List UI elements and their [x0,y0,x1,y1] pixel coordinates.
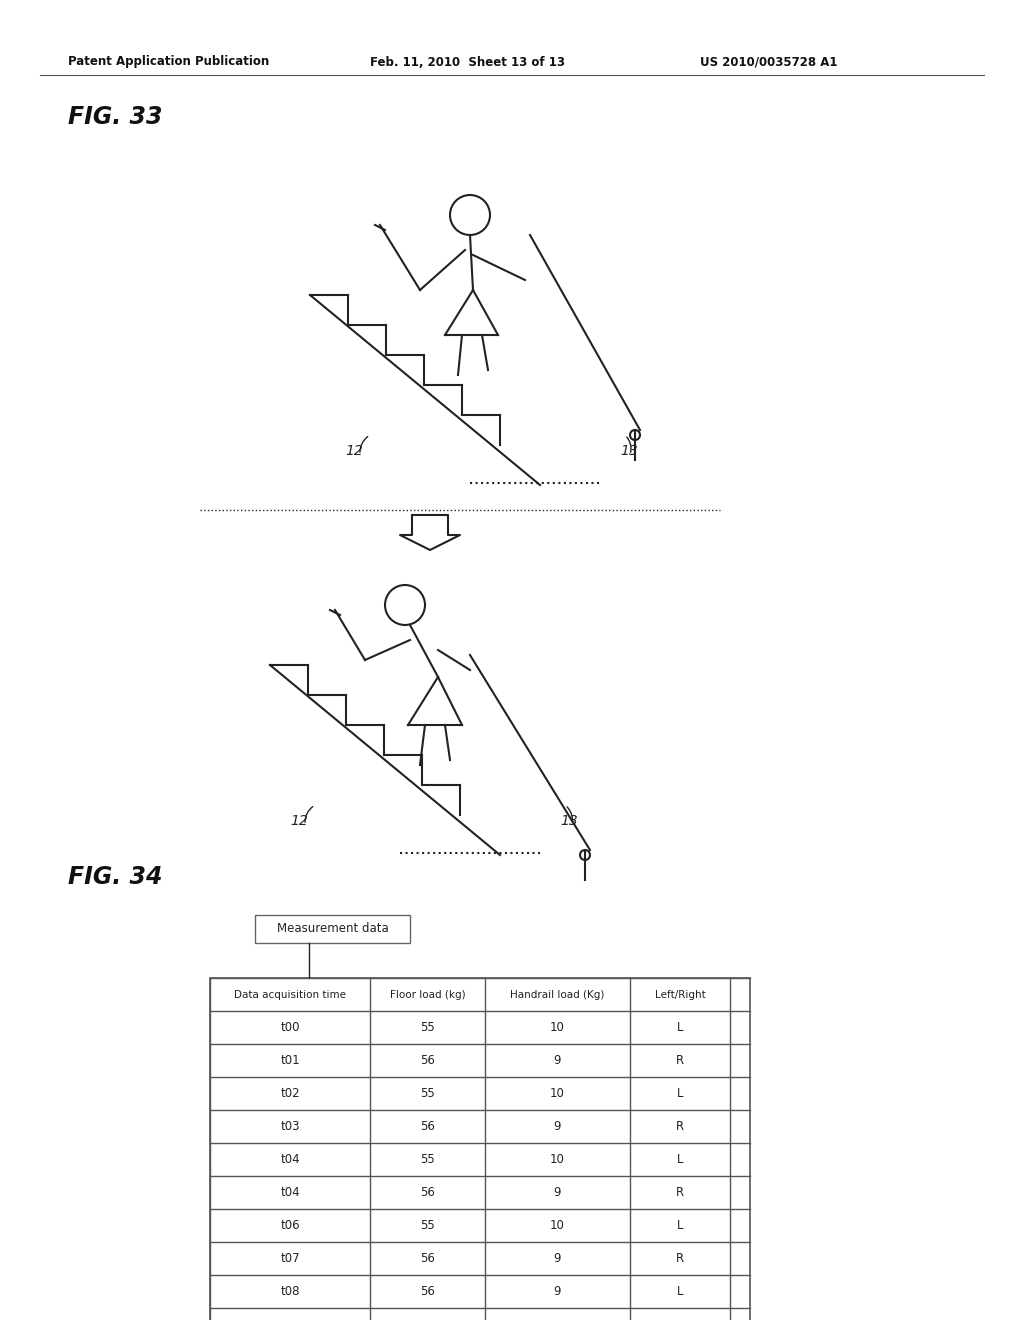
Text: L: L [677,1020,683,1034]
Text: 9: 9 [554,1053,561,1067]
Polygon shape [400,515,460,550]
Text: 56: 56 [420,1119,435,1133]
Text: L: L [677,1152,683,1166]
Text: FIG. 34: FIG. 34 [68,865,163,888]
Text: 55: 55 [420,1020,435,1034]
Text: 12: 12 [290,814,308,828]
Text: t04: t04 [281,1152,300,1166]
Text: 10: 10 [550,1020,565,1034]
Text: 10: 10 [550,1086,565,1100]
Text: L: L [677,1284,683,1298]
Text: 56: 56 [420,1053,435,1067]
Text: 9: 9 [554,1185,561,1199]
Text: 13: 13 [560,814,578,828]
Text: 9: 9 [554,1251,561,1265]
Text: t06: t06 [281,1218,300,1232]
Text: R: R [676,1251,684,1265]
Text: 55: 55 [420,1152,435,1166]
FancyBboxPatch shape [255,915,410,942]
Text: R: R [676,1119,684,1133]
Text: 9: 9 [554,1284,561,1298]
Text: FIG. 33: FIG. 33 [68,106,163,129]
Text: 55: 55 [420,1218,435,1232]
Text: R: R [676,1053,684,1067]
Text: t08: t08 [281,1284,300,1298]
Text: Left/Right: Left/Right [654,990,706,999]
Text: Floor load (kg): Floor load (kg) [390,990,465,999]
Text: 56: 56 [420,1251,435,1265]
Text: t07: t07 [281,1251,300,1265]
Text: 56: 56 [420,1185,435,1199]
Text: 56: 56 [420,1284,435,1298]
Text: 12: 12 [345,444,362,458]
Text: R: R [676,1185,684,1199]
Text: Patent Application Publication: Patent Application Publication [68,55,269,69]
Text: US 2010/0035728 A1: US 2010/0035728 A1 [700,55,838,69]
Text: Measurement data: Measurement data [276,923,388,936]
Text: 55: 55 [420,1086,435,1100]
Text: t00: t00 [281,1020,300,1034]
Text: 10: 10 [550,1218,565,1232]
Text: Data acquisition time: Data acquisition time [234,990,346,999]
Text: t02: t02 [281,1086,300,1100]
Text: 13: 13 [620,444,638,458]
Text: 10: 10 [550,1152,565,1166]
Text: 9: 9 [554,1119,561,1133]
Text: Handrail load (Kg): Handrail load (Kg) [510,990,605,999]
Text: t01: t01 [281,1053,300,1067]
Text: L: L [677,1086,683,1100]
Bar [210,978,750,1320]
Text: t03: t03 [281,1119,300,1133]
Text: Feb. 11, 2010  Sheet 13 of 13: Feb. 11, 2010 Sheet 13 of 13 [370,55,565,69]
Text: L: L [677,1218,683,1232]
Text: t04: t04 [281,1185,300,1199]
